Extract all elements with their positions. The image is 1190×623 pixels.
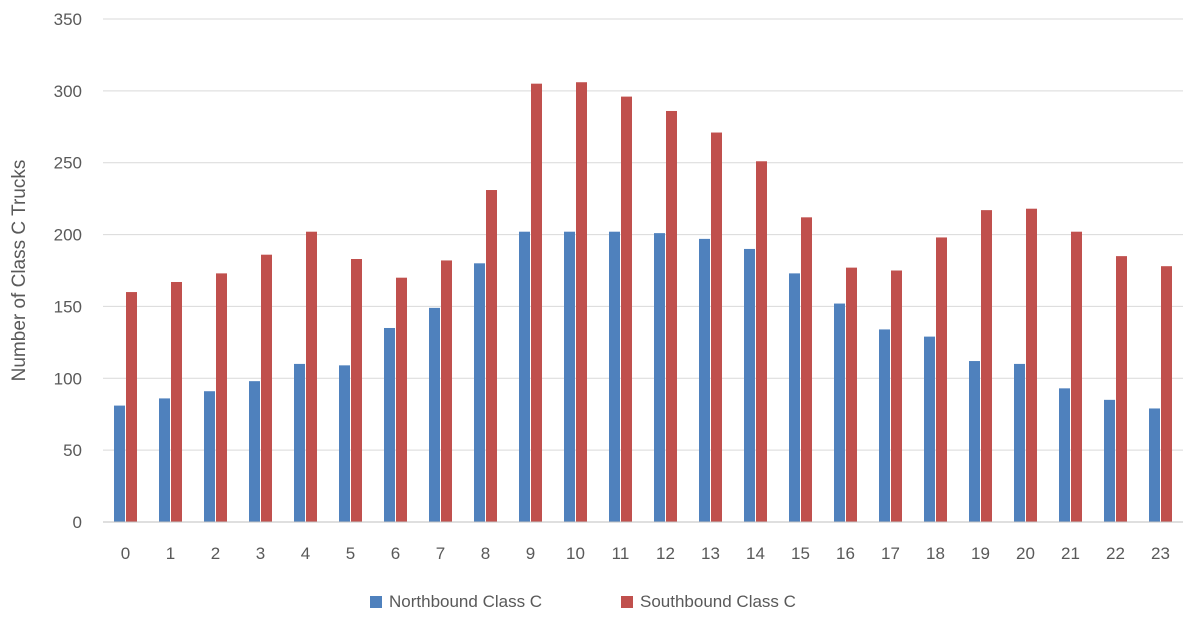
northbound-bar-5: [339, 365, 350, 522]
y-axis-title: Number of Class C Trucks: [9, 160, 30, 382]
x-tick-label: 15: [791, 544, 810, 563]
x-tick-label: 18: [926, 544, 945, 563]
northbound-bar-14: [744, 248, 755, 522]
northbound-bar-0: [114, 405, 125, 522]
southbound-bar-20: [1026, 208, 1037, 522]
x-tick-label: 1: [166, 544, 175, 563]
northbound-bar-10: [564, 231, 575, 522]
northbound-bar-11: [609, 231, 620, 522]
southbound-bar-3: [261, 254, 272, 523]
southbound-bar-0: [126, 292, 137, 522]
x-tick-label: 5: [346, 544, 355, 563]
northbound-bar-20: [1014, 363, 1025, 522]
northbound-bar-8: [474, 263, 485, 522]
northbound-bar-19: [969, 361, 980, 522]
northbound-bar-16: [834, 303, 845, 522]
southbound-bar-9: [531, 83, 542, 523]
y-tick-label: 300: [54, 82, 82, 101]
bars: [114, 82, 1172, 523]
x-tick-label: 7: [436, 544, 445, 563]
y-tick-label: 350: [54, 10, 82, 29]
x-tick-label: 23: [1151, 544, 1170, 563]
southbound-legend-swatch: [621, 596, 633, 608]
x-tick-label: 19: [971, 544, 990, 563]
southbound-bar-6: [396, 277, 407, 522]
southbound-bar-8: [486, 190, 497, 522]
y-axis-ticks: 0 50 100 150 200 250 300 350: [54, 10, 82, 532]
northbound-bar-1: [159, 398, 170, 522]
x-tick-label: 10: [566, 544, 585, 563]
northbound-bar-18: [924, 336, 935, 522]
x-tick-label: 20: [1016, 544, 1035, 563]
northbound-legend-label: Northbound Class C: [389, 592, 542, 611]
x-tick-label: 21: [1061, 544, 1080, 563]
y-tick-label: 250: [54, 154, 82, 173]
northbound-bar-9: [519, 231, 530, 522]
legend: Northbound Class C Southbound Class C: [370, 592, 796, 611]
gridlines: [103, 18, 1183, 451]
southbound-bar-14: [756, 161, 767, 522]
northbound-bar-2: [204, 391, 215, 522]
x-tick-label: 17: [881, 544, 900, 563]
northbound-bar-7: [429, 307, 440, 522]
southbound-bar-2: [216, 273, 227, 522]
x-tick-label: 13: [701, 544, 720, 563]
southbound-bar-5: [351, 259, 362, 522]
southbound-bar-18: [936, 237, 947, 522]
southbound-bar-16: [846, 267, 857, 522]
southbound-bar-11: [621, 96, 632, 522]
southbound-bar-15: [801, 217, 812, 522]
x-tick-label: 12: [656, 544, 675, 563]
x-tick-label: 9: [526, 544, 535, 563]
x-tick-label: 4: [301, 544, 310, 563]
y-tick-label: 50: [63, 441, 82, 460]
northbound-bar-13: [699, 238, 710, 522]
northbound-bar-4: [294, 363, 305, 522]
southbound-bar-22: [1116, 256, 1127, 522]
x-tick-label: 22: [1106, 544, 1125, 563]
northbound-bar-6: [384, 327, 395, 522]
southbound-legend-label: Southbound Class C: [640, 592, 796, 611]
y-tick-label: 150: [54, 297, 82, 316]
x-tick-label: 8: [481, 544, 490, 563]
y-tick-label: 100: [54, 369, 82, 388]
x-tick-label: 2: [211, 544, 220, 563]
southbound-bar-10: [576, 82, 587, 522]
x-tick-label: 0: [121, 544, 130, 563]
southbound-bar-1: [171, 281, 182, 522]
southbound-bar-17: [891, 270, 902, 522]
southbound-bar-7: [441, 260, 452, 522]
northbound-bar-17: [879, 329, 890, 522]
southbound-bar-12: [666, 110, 677, 522]
y-tick-label: 0: [73, 513, 82, 532]
y-tick-label: 200: [54, 226, 82, 245]
northbound-bar-22: [1104, 399, 1115, 522]
southbound-bar-19: [981, 210, 992, 522]
x-tick-label: 14: [746, 544, 765, 563]
x-tick-label: 6: [391, 544, 400, 563]
x-tick-label: 16: [836, 544, 855, 563]
x-axis-ticks: 0 1 2 3 4 5 6 7 8 9 10 11 12 13 14 15 16 17 18 19 20 21 22 23: [121, 544, 1170, 563]
southbound-bar-4: [306, 231, 317, 522]
x-tick-label: 11: [612, 544, 630, 563]
northbound-bar-15: [789, 273, 800, 522]
northbound-bar-23: [1149, 408, 1160, 522]
northbound-legend-swatch: [370, 596, 382, 608]
southbound-bar-13: [711, 132, 722, 522]
northbound-bar-3: [249, 381, 260, 522]
southbound-bar-23: [1161, 266, 1172, 522]
x-tick-label: 3: [256, 544, 265, 563]
northbound-bar-12: [654, 233, 665, 523]
southbound-bar-21: [1071, 231, 1082, 522]
northbound-bar-21: [1059, 388, 1070, 522]
